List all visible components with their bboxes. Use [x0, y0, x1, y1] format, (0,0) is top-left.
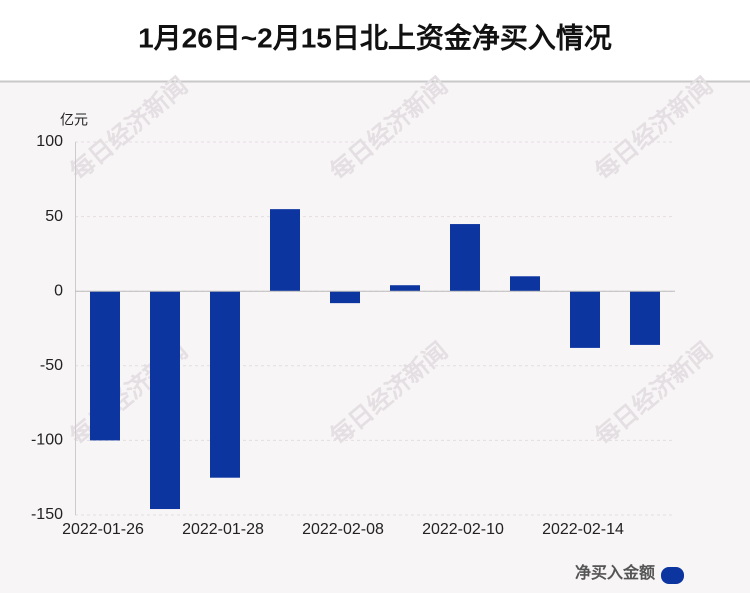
watermark: 每日经济新闻: [590, 337, 718, 451]
x-tick-label: 2022-01-26: [62, 521, 144, 538]
bar: [630, 291, 660, 345]
x-tick-label: 2022-02-14: [542, 521, 624, 538]
y-tick-label: 50: [45, 208, 63, 225]
y-tick-label: 0: [54, 282, 63, 299]
bar: [450, 224, 480, 292]
bar: [270, 209, 300, 292]
bar: [90, 291, 120, 441]
bar: [150, 291, 180, 510]
watermark: 每日经济新闻: [65, 72, 193, 186]
x-tick-label: 2022-02-10: [422, 521, 504, 538]
legend-label: 净买入金额: [575, 563, 655, 582]
bar: [330, 291, 360, 304]
bar: [390, 285, 420, 292]
watermark: 每日经济新闻: [325, 72, 453, 186]
x-tick-label: 2022-01-28: [182, 521, 264, 538]
watermark: 每日经济新闻: [325, 337, 453, 451]
y-tick-label: -100: [31, 432, 63, 449]
y-tick-label: -50: [40, 357, 63, 374]
legend-swatch: [661, 567, 684, 584]
bar: [210, 291, 240, 478]
bar: [570, 291, 600, 348]
y-tick-label: 100: [36, 133, 63, 150]
y-unit: 亿元: [60, 112, 88, 128]
chart-title: 1月26日~2月15日北上资金净买入情况: [138, 21, 612, 53]
x-tick-label: 2022-02-08: [302, 521, 384, 538]
title-band: [0, 0, 750, 81]
y-tick-label: -150: [31, 506, 63, 523]
bar: [510, 276, 540, 292]
watermark: 每日经济新闻: [590, 72, 718, 186]
